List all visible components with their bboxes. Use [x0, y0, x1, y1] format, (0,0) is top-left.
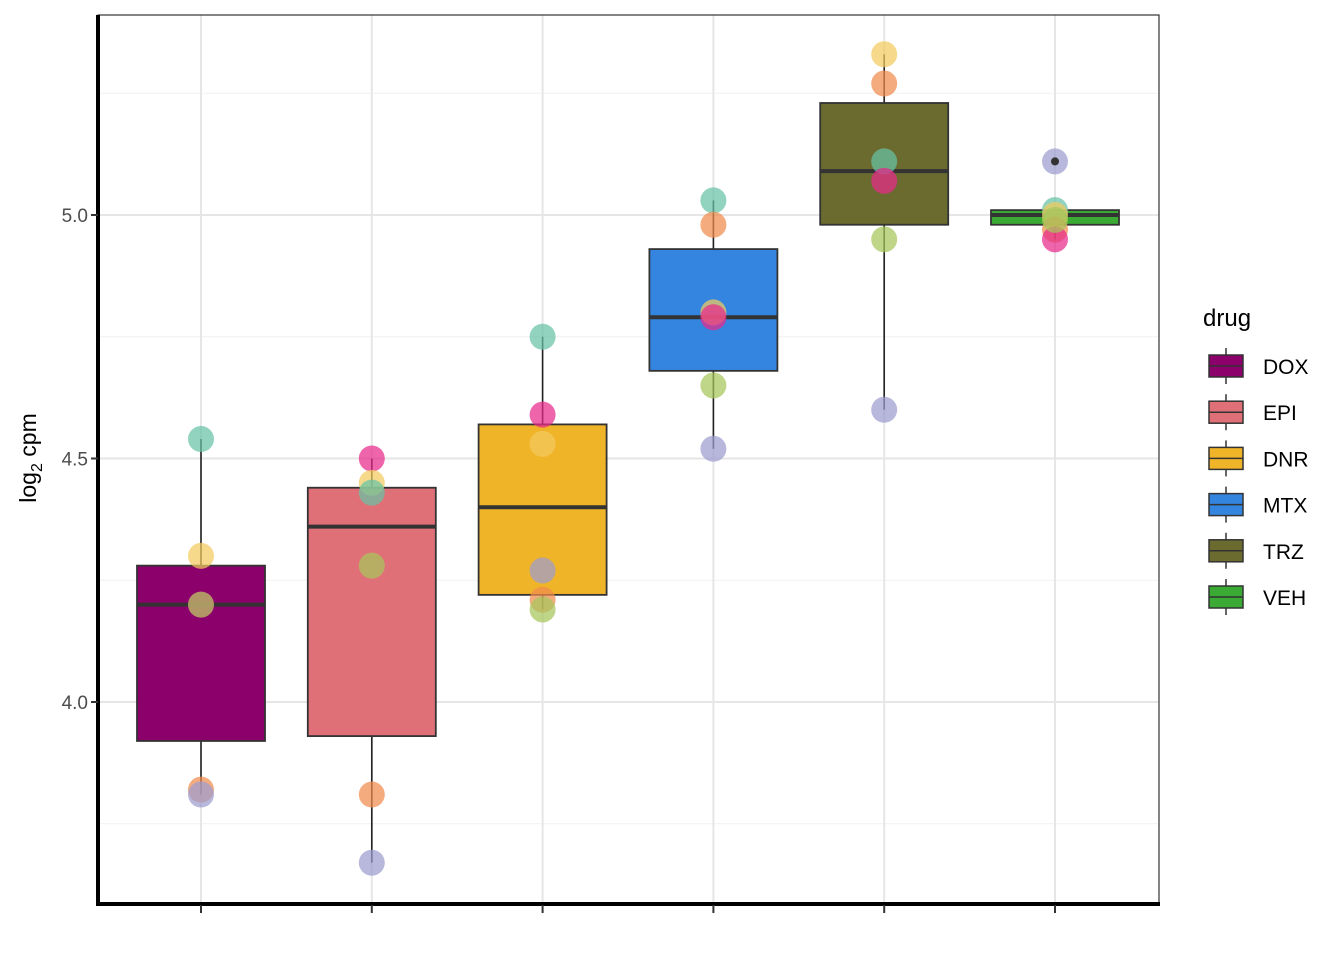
box-body: [306, 486, 437, 737]
y-axis-title: log2 cpm: [15, 413, 46, 502]
data-point: [358, 781, 385, 808]
data-point: [871, 226, 898, 253]
data-point: [700, 304, 727, 331]
axes: 4.0 4.5 5.0: [62, 14, 1160, 913]
box-outlier-top: [1051, 157, 1059, 166]
legend-item-dox: DOX: [1208, 348, 1309, 384]
data-point: [358, 445, 385, 472]
box-epi: [306, 458, 437, 863]
data-point: [358, 849, 385, 876]
data-point: [529, 323, 556, 350]
data-point: [700, 372, 727, 399]
box-trz: [819, 54, 950, 410]
legend-item-mtx: MTX: [1208, 486, 1307, 523]
legend-label: MTX: [1263, 495, 1307, 518]
legend-label: TRZ: [1263, 541, 1304, 564]
data-point: [871, 167, 898, 194]
legend-item-veh: VEH: [1208, 579, 1306, 615]
data-point: [188, 781, 214, 808]
data-point: [358, 552, 385, 579]
data-point: [529, 401, 556, 428]
data-point: [871, 148, 898, 175]
data-point: [871, 396, 898, 423]
y-axis-title-main: log: [15, 472, 41, 503]
grid-lines: [98, 15, 1159, 903]
data-point: [188, 591, 214, 618]
data-point: [700, 211, 727, 238]
data-point: [700, 435, 727, 462]
y-axis-title-rest: cpm: [15, 413, 41, 463]
y-tick-label: 4.5: [62, 450, 88, 471]
data-point: [529, 557, 556, 584]
legend-label: VEH: [1263, 587, 1306, 610]
y-tick-label: 5.0: [62, 206, 88, 227]
data-point: [871, 70, 898, 97]
y-tick-label: 4.0: [62, 693, 88, 714]
data-point: [1042, 226, 1068, 253]
legend-label: EPI: [1263, 402, 1297, 425]
legend: drug DOX EPI DNR MTX TRZ VEH: [1203, 305, 1309, 615]
data-point: [871, 41, 898, 68]
box-body: [819, 102, 950, 226]
y-axis-title-subscript: 2: [29, 463, 46, 472]
data-point: [358, 479, 385, 506]
legend-label: DOX: [1263, 356, 1309, 379]
data-point: [529, 596, 556, 623]
legend-item-trz: TRZ: [1208, 532, 1304, 569]
data-point: [700, 187, 727, 214]
point-layer: [188, 41, 1068, 876]
data-point: [188, 426, 214, 453]
legend-item-dnr: DNR: [1208, 440, 1309, 477]
legend-label: DNR: [1263, 448, 1309, 471]
data-point: [529, 430, 556, 457]
data-point: [188, 542, 214, 569]
data-point: [1042, 206, 1068, 233]
legend-title: drug: [1203, 305, 1251, 332]
legend-item-epi: EPI: [1208, 394, 1297, 431]
